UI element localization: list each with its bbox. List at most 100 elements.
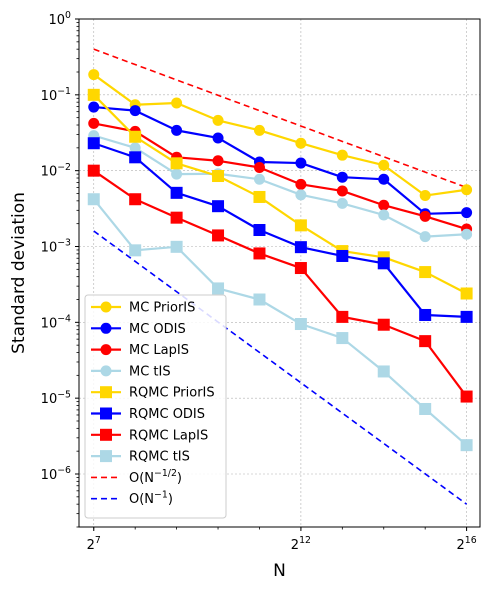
- legend-item: MC ODIS: [91, 322, 186, 337]
- legend-label: RQMC PriorIS: [129, 386, 215, 401]
- data-point: [212, 155, 224, 167]
- reference-lines: [93, 48, 468, 505]
- series-group: [88, 130, 473, 243]
- legend-marker: [100, 450, 112, 463]
- data-point: [253, 293, 266, 306]
- plot-frame: [78, 18, 481, 528]
- data-point: [170, 186, 183, 199]
- data-point: [129, 193, 142, 206]
- series-line: [93, 105, 467, 215]
- y-tick-label: 10−2: [41, 162, 71, 180]
- data-point: [129, 105, 141, 117]
- legend-marker: [100, 301, 112, 313]
- data-point: [294, 318, 307, 331]
- legend-box: [84, 294, 227, 519]
- series-group: [87, 88, 473, 300]
- data-point: [419, 231, 431, 243]
- x-tick-label: 216: [457, 535, 477, 553]
- data-point: [171, 124, 183, 136]
- series-line: [92, 94, 468, 295]
- data-point: [170, 240, 183, 253]
- series-group: [88, 101, 473, 220]
- data-point: [419, 402, 432, 415]
- legend-item: RQMC PriorIS: [91, 386, 215, 401]
- y-axis-label: Standard deviation: [9, 192, 29, 354]
- data-point: [294, 241, 307, 254]
- data-point: [212, 170, 225, 183]
- data-point: [87, 88, 100, 101]
- series-line: [93, 73, 467, 197]
- legend-marker: [100, 428, 112, 441]
- x-tick-label: 212: [291, 535, 311, 553]
- data-point: [129, 142, 141, 154]
- series-layer: [87, 69, 473, 452]
- data-point: [212, 282, 225, 295]
- data-point: [378, 199, 390, 211]
- data-point: [419, 210, 431, 222]
- data-point: [295, 178, 307, 190]
- legend-marker: [100, 386, 112, 399]
- data-point: [419, 308, 432, 321]
- data-point: [419, 266, 432, 279]
- y-tick-label: 100: [49, 10, 72, 28]
- legend-item: O(N−1): [91, 489, 173, 507]
- data-point: [336, 310, 349, 323]
- legend-marker: [100, 365, 112, 377]
- data-point: [377, 257, 390, 270]
- data-point: [461, 207, 473, 219]
- series-line: [93, 134, 467, 238]
- legend-label: O(N−1): [129, 489, 173, 507]
- series-group: [87, 137, 473, 323]
- series-group: [87, 164, 473, 403]
- data-point: [129, 151, 142, 164]
- data-point: [419, 190, 431, 202]
- data-point: [460, 439, 473, 452]
- legend-item: MC LapIS: [91, 343, 189, 358]
- legend-label: RQMC LapIS: [129, 428, 208, 443]
- data-point: [253, 162, 265, 174]
- data-point: [88, 69, 100, 81]
- data-point: [336, 171, 348, 183]
- data-point: [212, 200, 225, 213]
- tick-layer: 27 212 216 10−6 10−5 10−4 10−3 10−2 10−1 100: [41, 10, 477, 553]
- legend-item: O(N−1/2): [91, 468, 182, 486]
- legend-item: MC PriorIS: [91, 301, 195, 316]
- data-point: [460, 287, 473, 300]
- legend-marker: [100, 344, 112, 356]
- x-axis-label: N: [273, 561, 286, 581]
- data-point: [253, 124, 265, 136]
- reference-line: [93, 230, 468, 505]
- data-point: [378, 159, 390, 171]
- reference-line: [93, 48, 467, 189]
- data-point: [378, 209, 390, 221]
- legend-item: MC tIS: [91, 364, 171, 379]
- data-point: [87, 193, 100, 206]
- data-point: [212, 114, 224, 126]
- data-point: [212, 229, 225, 242]
- data-point: [212, 132, 224, 144]
- y-tick-label: 10−1: [41, 86, 71, 104]
- data-point: [336, 197, 348, 209]
- legend-label: MC LapIS: [129, 343, 189, 358]
- data-point: [295, 189, 307, 201]
- y-tick-label: 10−3: [41, 238, 71, 256]
- data-point: [170, 157, 183, 170]
- data-point: [461, 228, 473, 240]
- y-tick-label: 10−6: [41, 465, 71, 483]
- data-point: [460, 390, 473, 403]
- data-point: [253, 247, 266, 260]
- data-point: [460, 310, 473, 323]
- data-point: [336, 185, 348, 197]
- data-point: [377, 318, 390, 331]
- legend-marker: [100, 407, 112, 420]
- series-group: [88, 117, 473, 235]
- legend-label: RQMC ODIS: [129, 407, 205, 422]
- data-point: [295, 137, 307, 149]
- data-point: [88, 101, 100, 113]
- y-tick-label: 10−4: [41, 313, 71, 331]
- data-point: [171, 97, 183, 109]
- series-group: [87, 193, 473, 452]
- data-point: [295, 157, 307, 169]
- legend-label: MC tIS: [129, 364, 171, 379]
